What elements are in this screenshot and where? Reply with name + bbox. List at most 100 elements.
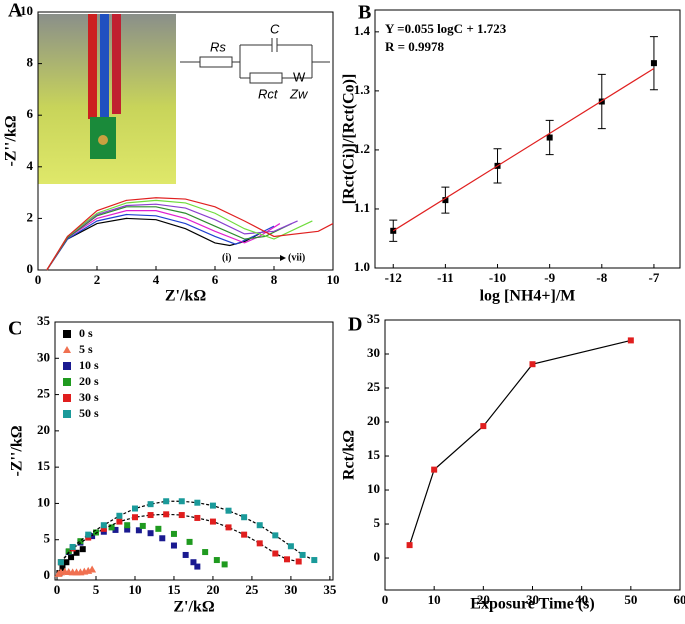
data-point: [210, 503, 216, 509]
x-tick-label: 5: [93, 582, 100, 597]
x-tick-label: 10: [327, 272, 340, 287]
x-tick-label: -11: [437, 270, 454, 285]
data-point: [179, 512, 185, 518]
data-point: [58, 559, 64, 565]
data-point: [311, 557, 317, 563]
data-point: [132, 514, 138, 520]
circuit: [180, 38, 330, 83]
y-tick-label: 25: [367, 379, 381, 394]
data-line: [410, 340, 631, 545]
y-tick-label: 6: [27, 106, 34, 121]
data-point: [85, 532, 91, 538]
data-point: [226, 524, 232, 530]
y-tick-label: 4: [27, 158, 34, 173]
y-tick-label: 8: [27, 55, 34, 70]
data-point: [140, 523, 146, 529]
data-point: [431, 467, 437, 473]
x-tick-label: 0: [382, 592, 389, 607]
x-tick-label: 35: [323, 582, 337, 597]
y-axis-label: -Z''/kΩ: [3, 115, 20, 166]
data-point: [148, 512, 154, 518]
data-point: [155, 526, 161, 532]
annotation: (i): [222, 252, 231, 263]
data-point: [214, 557, 220, 563]
data-point: [288, 543, 294, 549]
y-axis-label: Rct/kΩ: [341, 430, 358, 480]
data-point: [257, 540, 263, 546]
x-tick-label: -12: [385, 270, 402, 285]
legend-marker: [63, 362, 71, 370]
y-tick-label: 5: [374, 515, 381, 530]
x-tick-label: 0: [54, 582, 61, 597]
x-tick-label: -7: [649, 270, 660, 285]
legend-label: 10 s: [79, 358, 99, 372]
y-tick-label: 1.4: [354, 23, 371, 38]
data-point: [183, 552, 189, 558]
data-point: [300, 552, 306, 558]
data-point: [109, 524, 115, 530]
data-point: [547, 135, 553, 141]
data-point: [159, 535, 165, 541]
photo-wire: [88, 14, 97, 119]
legend-marker: [63, 378, 71, 386]
data-point: [132, 506, 138, 512]
data-point: [241, 532, 247, 538]
circuit-label: Rs: [210, 39, 226, 54]
data-point: [202, 549, 208, 555]
y-tick-label: 30: [367, 345, 380, 360]
data-point: [116, 513, 122, 519]
photo-wire: [100, 14, 109, 119]
data-point: [148, 530, 154, 536]
y-tick-label: 0: [27, 261, 34, 276]
data-point: [179, 498, 185, 504]
x-tick-label: 20: [206, 582, 219, 597]
circuit-label: C: [270, 21, 280, 36]
photo-wire: [112, 14, 121, 114]
data-point: [284, 556, 290, 562]
plot-frame: [385, 320, 680, 590]
data-point: [163, 511, 169, 517]
annotation: (vii): [288, 252, 305, 263]
x-tick-label: 15: [167, 582, 181, 597]
legend-label: 20 s: [79, 374, 99, 388]
x-tick-label: 6: [212, 272, 219, 287]
data-line: [393, 68, 654, 230]
data-point: [187, 539, 193, 545]
circuit-label: Rct: [258, 86, 279, 101]
data-point: [257, 522, 263, 528]
x-tick-label: -9: [544, 270, 555, 285]
data-point: [194, 564, 200, 570]
legend-label: 5 s: [79, 342, 93, 356]
data-point: [194, 500, 200, 506]
x-tick-label: 4: [153, 272, 160, 287]
data-point: [194, 515, 200, 521]
x-axis-label: log [NH4+]/M: [480, 288, 576, 305]
legend-marker: [63, 346, 71, 353]
y-tick-label: 35: [37, 313, 51, 328]
data-point: [222, 561, 228, 567]
y-tick-label: 15: [367, 447, 381, 462]
data-point: [628, 337, 634, 343]
panel-label: D: [348, 314, 362, 336]
data-point: [241, 514, 247, 520]
data-point: [171, 543, 177, 549]
x-tick-label: 10: [128, 582, 141, 597]
y-tick-label: 35: [367, 311, 381, 326]
x-tick-label: 50: [624, 592, 637, 607]
x-tick-label: 0: [35, 272, 42, 287]
data-point: [530, 361, 536, 367]
y-tick-label: 25: [37, 386, 51, 401]
x-tick-label: -8: [596, 270, 607, 285]
legend-label: 30 s: [79, 390, 99, 404]
y-tick-label: 20: [37, 422, 50, 437]
data-point: [116, 519, 122, 525]
data-point: [480, 423, 486, 429]
panel-label: B: [358, 2, 371, 24]
x-tick-label: 8: [271, 272, 278, 287]
data-point: [272, 532, 278, 538]
y-tick-label: 10: [367, 481, 380, 496]
data-point: [296, 558, 302, 564]
data-point: [124, 522, 130, 528]
y-tick-label: 10: [20, 3, 33, 18]
